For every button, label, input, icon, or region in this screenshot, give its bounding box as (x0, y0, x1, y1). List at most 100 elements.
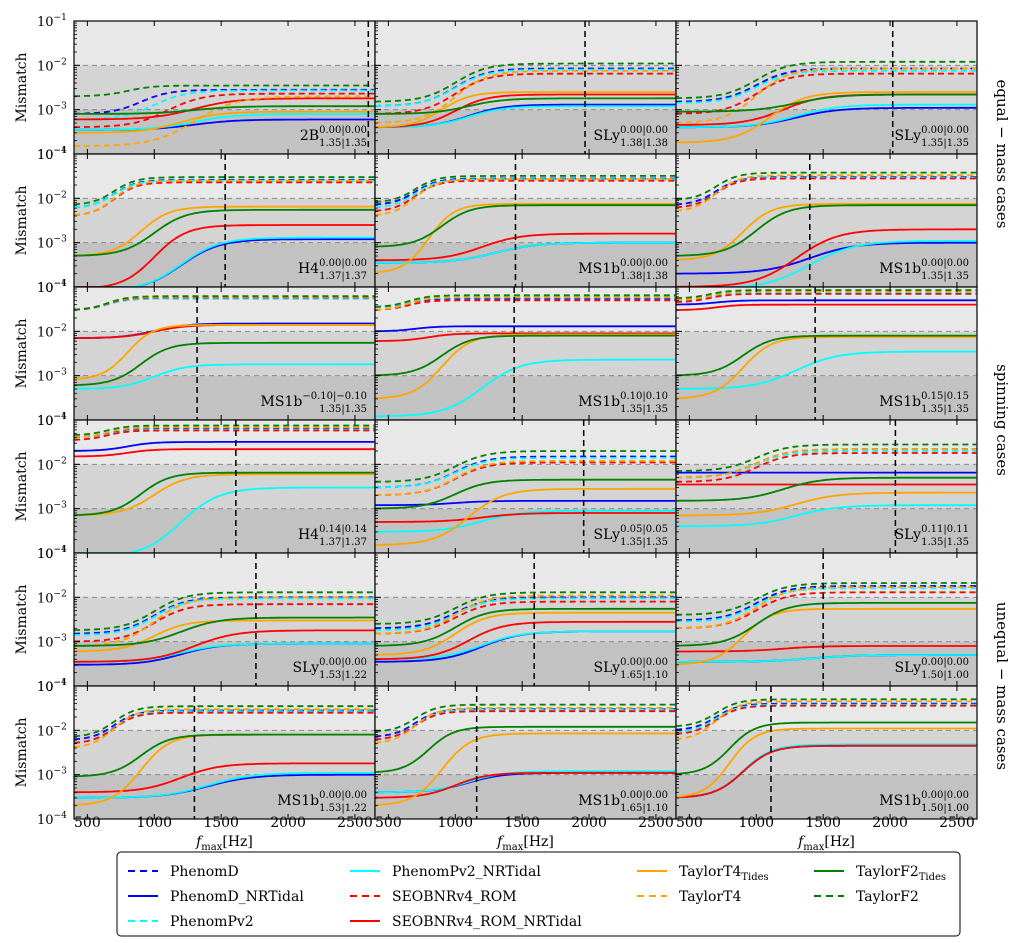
y-tick-label: 10−1 (37, 545, 67, 562)
curve-PhenomPv2 (676, 291, 977, 301)
curve-TaylorT4_Tides (676, 607, 977, 666)
x-tick-label: 2500 (939, 815, 975, 831)
y-tick-exp: −2 (54, 57, 67, 67)
curve-PhenomPv2_NRTidal (375, 509, 676, 533)
curve-PhenomPv2 (74, 89, 375, 121)
curve-PhenomPv2_NRTidal (676, 350, 977, 390)
curves (375, 703, 676, 806)
legend-label: SEOBNRv4_ROM_NRTidal (392, 914, 582, 930)
y-tick-base: 10 (37, 414, 54, 429)
y-axis-label: Mismatch (14, 185, 30, 255)
y-tick-exp: −2 (54, 190, 67, 200)
y-tick-label: 10−4 (37, 279, 67, 296)
panel-label: 2B0.00|0.00 (300, 125, 367, 144)
curve-PhenomPv2 (676, 703, 977, 733)
eos-name: SLy (895, 128, 922, 144)
mass-values: 1.65|1.10 (620, 803, 668, 814)
y-tick-exp: −2 (54, 722, 67, 732)
curve-PhenomPv2 (375, 178, 676, 209)
curve-PhenomD_NRTidal (74, 440, 375, 452)
panel-17: MS1b0.00|0.001.50|1.00 (675, 685, 978, 820)
panel-2: SLy0.00|0.001.35|1.35 (675, 20, 978, 155)
mass-values: 1.50|1.00 (921, 803, 969, 814)
y-tick-base: 10 (37, 281, 54, 296)
panel-label: MS1b0.15|0.15 (879, 391, 969, 410)
eos-name: SLy (594, 527, 621, 543)
spin-values: 0.10|0.10 (620, 391, 668, 402)
x-tick-label: 1000 (738, 815, 774, 831)
mismatch-band (676, 331, 977, 376)
curve-TaylorF2_Tides (676, 204, 977, 257)
y-tick-base: 10 (37, 192, 54, 207)
legend-name: PhenomD (170, 864, 239, 880)
spin-values: 0.00|0.00 (319, 125, 367, 136)
x-label-unit: [Hz] (523, 834, 554, 850)
y-tick-exp: −3 (54, 501, 68, 511)
spin-values: 0.00|0.00 (921, 125, 969, 136)
y-tick-label: 10−3 (37, 767, 67, 784)
mass-values: 1.35|1.35 (319, 404, 367, 415)
y-tick-base: 10 (37, 503, 54, 518)
x-label-sub: max (803, 842, 824, 853)
y-tick-base: 10 (37, 458, 54, 473)
curves (375, 450, 676, 546)
mass-values: 1.37|1.37 (319, 537, 367, 548)
y-tick-exp: −3 (54, 235, 68, 245)
y-tick-exp: −1 (54, 146, 67, 156)
x-tick-label: 500 (676, 815, 703, 831)
y-tick-label: 10−1 (37, 146, 67, 163)
y-tick-label: 10−3 (37, 368, 67, 385)
curves (74, 705, 375, 806)
y-tick-base: 10 (37, 636, 54, 651)
curve-PhenomPv2_NRTidal (676, 239, 977, 287)
panel-11: SLy0.11|0.111.35|1.35 (675, 419, 978, 554)
mismatch-band (375, 464, 676, 509)
curve-PhenomPv2_NRTidal (375, 630, 676, 661)
curve-PhenomPv2 (74, 597, 375, 636)
curve-TaylorF2 (74, 424, 375, 436)
mismatch-band (375, 242, 676, 287)
panel-8: MS1b0.15|0.151.35|1.35 (675, 286, 978, 421)
y-tick-exp: −4 (54, 678, 68, 688)
y-tick-exp: −4 (54, 545, 68, 555)
curves (74, 84, 375, 147)
x-tick-label: 1500 (504, 815, 540, 831)
curve-TaylorT4 (676, 448, 977, 479)
curve-TaylorT4_Tides (375, 732, 676, 806)
legend-name: TaylorF2 (856, 889, 919, 905)
curve-SEOBNRv4_ROM (74, 92, 375, 128)
curve-PhenomPv2_NRTidal (676, 103, 977, 129)
mismatch-band (375, 21, 676, 66)
mass-values: 1.65|1.10 (620, 670, 668, 681)
x-tick-label: 2000 (571, 815, 607, 831)
spin-values: 0.00|0.00 (620, 258, 668, 269)
curve-PhenomPv2 (375, 456, 676, 489)
curve-PhenomD (676, 176, 977, 206)
curve-SEOBNRv4_ROM_NRTidal (375, 93, 676, 128)
mass-values: 1.50|1.00 (921, 670, 969, 681)
y-tick-base: 10 (37, 680, 54, 695)
legend-label: PhenomD (170, 864, 239, 880)
panel-0: 2B0.00|0.001.35|1.35 (73, 20, 376, 155)
curve-SEOBNRv4_ROM_NRTidal (74, 762, 375, 794)
panel-label: SLy0.11|0.11 (895, 524, 969, 543)
curve-TaylorT4_Tides (74, 110, 375, 134)
x-tick-label: 1500 (203, 815, 239, 831)
curve-TaylorT4 (375, 70, 676, 124)
x-label-unit: [Hz] (824, 834, 855, 850)
y-tick-base: 10 (37, 148, 54, 163)
curves (375, 294, 676, 418)
mismatch-band (74, 331, 375, 376)
curve-TaylorF2_Tides (74, 471, 375, 516)
mass-values: 1.35|1.35 (921, 537, 969, 548)
mismatch-band (676, 508, 977, 553)
mismatch-band (676, 686, 977, 731)
mass-values: 1.35|1.35 (921, 271, 969, 282)
panel-16: MS1b0.00|0.001.65|1.10 (374, 685, 677, 820)
mismatch-band (676, 597, 977, 642)
curve-TaylorT4_Tides (676, 91, 977, 144)
legend-label: PhenomD_NRTidal (170, 889, 304, 905)
curve-TaylorT4 (676, 67, 977, 124)
panel-label: MS1b0.10|0.10 (578, 391, 668, 410)
panel-9: H40.14|0.141.37|1.37 (73, 419, 376, 554)
